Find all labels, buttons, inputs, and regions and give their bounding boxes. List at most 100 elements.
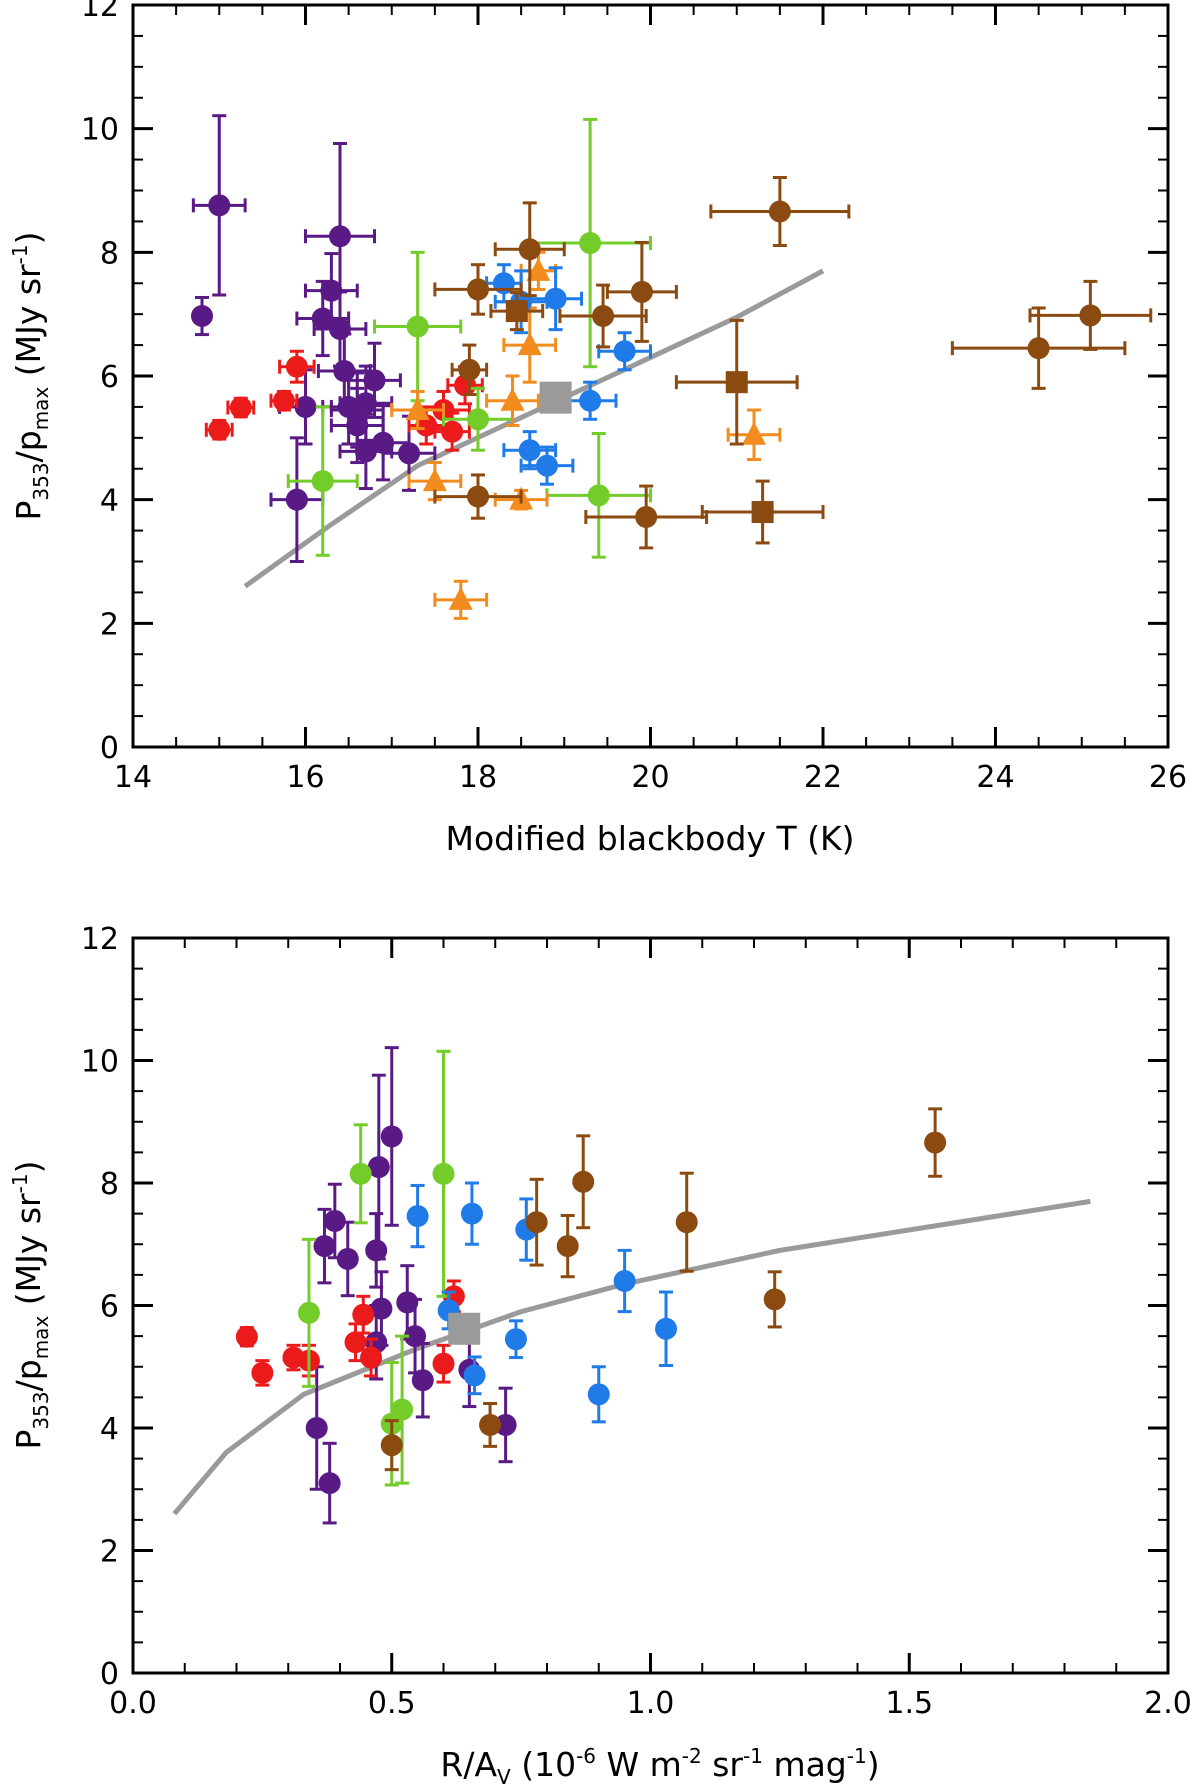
top-x-tick-label: 26	[1149, 760, 1187, 795]
circle-marker	[272, 389, 295, 412]
bottom-x-ticks: 0.0 0.5 1.0 1.5 2.0	[109, 938, 1192, 1721]
top-series-blue	[485, 263, 652, 486]
circle-marker	[587, 1383, 610, 1406]
top-data-point-blue	[597, 331, 652, 372]
circle-marker	[251, 1361, 274, 1384]
top-data-point-orange	[485, 374, 540, 427]
circle-marker	[336, 1247, 359, 1270]
top-data-point-blue	[562, 380, 618, 421]
top-series-brown-square	[489, 291, 825, 545]
bottom-data-point-red	[235, 1325, 258, 1348]
circle-marker	[406, 315, 429, 338]
circle-marker	[406, 1205, 429, 1228]
top-y-tick-label: 4	[100, 484, 119, 519]
bottom-data-point-brown	[924, 1107, 947, 1178]
bottom-data-point-brown	[525, 1177, 548, 1267]
bottom-data-point-purple	[367, 1073, 390, 1261]
top-data-point-red	[269, 389, 299, 412]
bottom-y-tick-label: 4	[100, 1412, 119, 1447]
circle-marker	[285, 488, 308, 511]
bottom-x-tick-label: 1.5	[885, 1686, 933, 1721]
bottom-x-axis-title: R/AV (10-6 W m-2 sr-1 mag-1)	[440, 1744, 879, 1788]
bottom-y-axis-title: P353/pmax (MJy sr-1)	[8, 1161, 53, 1450]
circle-marker	[467, 485, 489, 508]
top-data-point-brown-circle	[605, 240, 678, 343]
circle-marker	[924, 1131, 947, 1154]
top-data-point-purple	[191, 114, 247, 297]
top-data-point-red	[226, 396, 256, 419]
triangle-marker	[422, 468, 447, 492]
top-data-point-purple	[191, 295, 213, 337]
circle-marker	[311, 470, 334, 493]
circle-marker	[354, 440, 377, 463]
circle-marker	[613, 340, 636, 363]
circle-marker	[518, 238, 541, 261]
top-data-point-brown-circle	[558, 283, 648, 349]
bottom-data-point-green	[391, 1334, 414, 1485]
bottom-y-tick-label: 8	[100, 1167, 119, 1202]
bottom-model-curve	[172, 1198, 1091, 1516]
circle-marker	[467, 278, 489, 301]
top-y-tick-label: 8	[100, 236, 119, 271]
top-x-ticks: 14 16 18 20 22 24 26	[114, 5, 1187, 795]
bottom-series-green	[297, 1049, 455, 1487]
bottom-x-tick-label: 2.0	[1144, 1686, 1192, 1721]
bottom-data-point-brown	[380, 1419, 403, 1472]
top-data-point-brown-circle	[1028, 279, 1153, 351]
top-data-point-red	[278, 349, 316, 384]
top-data-point-purple	[295, 279, 351, 358]
bottom-data-point-purple	[494, 1386, 517, 1464]
top-data-point-purple	[347, 341, 402, 419]
circle-marker	[323, 1209, 346, 1232]
bottom-data-point-brown	[763, 1270, 786, 1329]
circle-marker	[467, 408, 489, 431]
circle-marker	[432, 1162, 455, 1185]
top-x-tick-label: 20	[631, 760, 669, 795]
circle-marker	[372, 431, 395, 454]
top-data-point-blue	[528, 266, 583, 332]
circle-marker	[294, 395, 317, 418]
bottom-data-point-purple	[380, 1046, 403, 1227]
bottom-data-point-green	[297, 1237, 320, 1388]
circle-marker	[235, 1325, 258, 1348]
bottom-data-point-blue	[655, 1290, 678, 1368]
top-data-point-green	[286, 405, 359, 557]
bottom-data-point-purple	[365, 1212, 388, 1289]
circle-marker	[518, 439, 541, 462]
circle-marker	[536, 454, 558, 477]
top-data-point-blue	[502, 430, 558, 471]
bottom-y-tick-label: 6	[100, 1290, 119, 1325]
top-y-tick-label: 6	[100, 360, 119, 395]
top-data-point-green	[528, 117, 652, 369]
top-data-point-green	[545, 432, 652, 559]
bottom-plot-area	[172, 1046, 1091, 1525]
circle-marker	[613, 1270, 636, 1292]
triangle-marker	[526, 257, 551, 281]
circle-marker	[367, 1156, 390, 1179]
bottom-model-marker	[448, 1312, 481, 1345]
circle-marker	[404, 1325, 427, 1348]
circle-marker	[285, 355, 308, 378]
bottom-y-tick-label: 10	[81, 1045, 119, 1080]
circle-marker	[592, 305, 615, 328]
circle-marker	[380, 1125, 403, 1148]
top-y-tick-label: 12	[81, 0, 119, 24]
circle-marker	[432, 1352, 455, 1375]
bottom-y-tick-label: 2	[100, 1535, 119, 1570]
bottom-series-brown	[380, 1107, 947, 1472]
top-data-point-red	[204, 418, 234, 441]
circle-marker	[318, 1472, 341, 1495]
bottom-data-point-blue	[463, 1355, 486, 1396]
circle-marker	[441, 420, 464, 443]
top-x-tick-label: 18	[459, 760, 497, 795]
square-marker	[751, 501, 774, 524]
circle-marker	[763, 1288, 786, 1311]
triangle-marker	[448, 586, 473, 610]
circle-marker	[544, 287, 567, 310]
circle-marker	[411, 1369, 434, 1392]
top-data-point-orange	[502, 306, 558, 384]
triangle-marker	[742, 421, 766, 445]
circle-marker	[579, 389, 602, 412]
square-marker	[505, 300, 528, 323]
